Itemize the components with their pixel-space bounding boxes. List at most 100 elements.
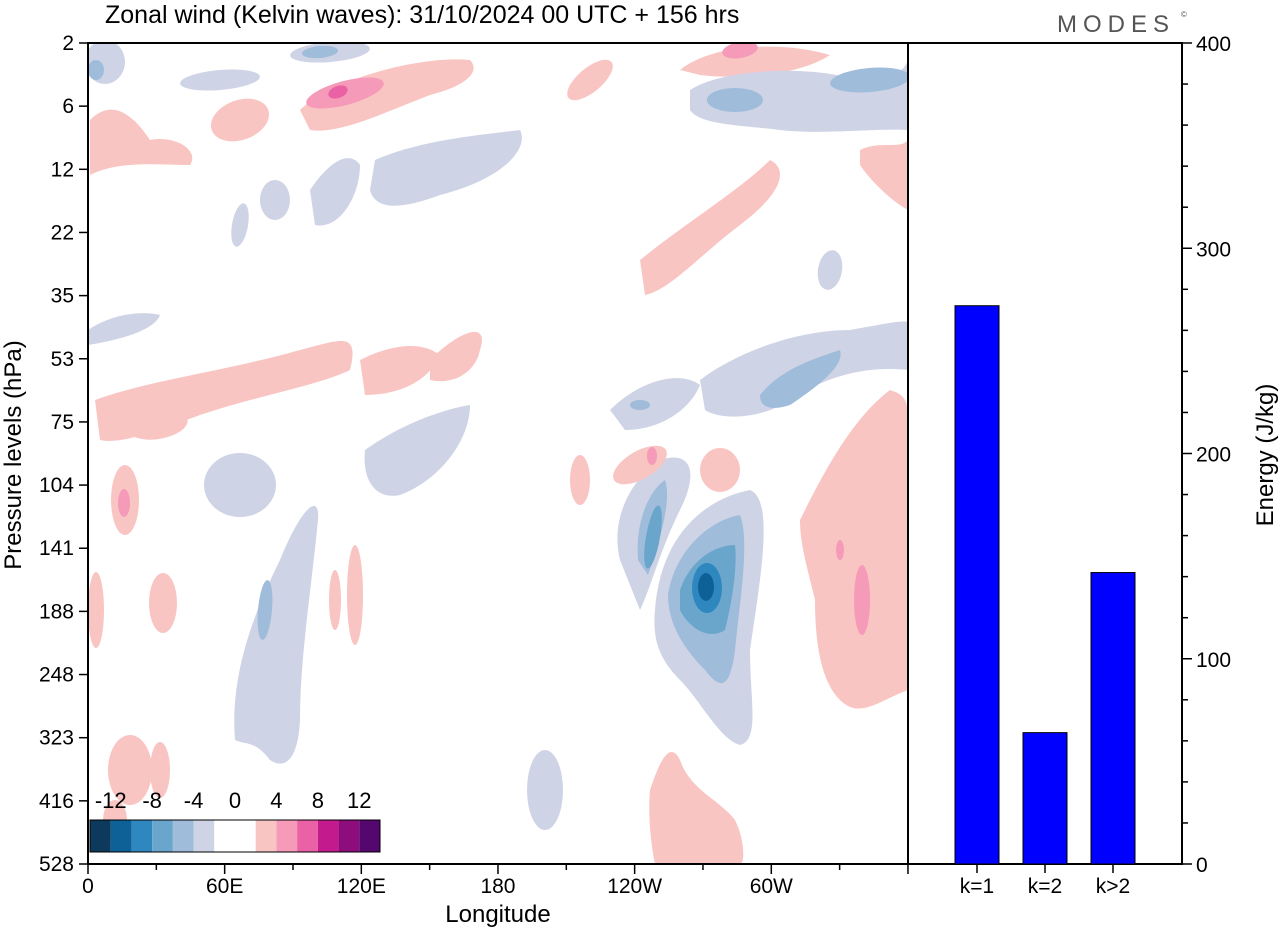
contour-region	[567, 59, 613, 101]
colorbar-cell	[152, 820, 173, 852]
contour-layer	[88, 43, 908, 864]
contour-region	[231, 203, 249, 247]
x-axis: 0 60E 120E 180 120W 60W	[82, 864, 909, 898]
colorbar-cell	[255, 820, 277, 852]
contour-region	[700, 448, 740, 492]
y-tick-label: 75	[51, 411, 74, 434]
x-axis-label: Longitude	[445, 901, 550, 928]
y-tick-label: 188	[39, 600, 74, 623]
colorbar-cell	[359, 820, 380, 852]
colorbar-cell	[172, 820, 194, 852]
energy-tick-label: 300	[1196, 238, 1231, 261]
contour-region	[570, 455, 590, 505]
contour-region	[649, 751, 744, 864]
colorbar-tick-label: 12	[347, 788, 371, 813]
contour-region	[707, 88, 763, 112]
energy-tick-label: 200	[1196, 444, 1231, 467]
contour-region	[257, 580, 273, 640]
contour-region	[310, 158, 360, 226]
colorbar-cell	[276, 820, 298, 852]
contour-region	[817, 250, 843, 290]
energy-axis: 0 100 200 300 400	[1182, 33, 1231, 877]
colorbar-cell	[131, 820, 153, 852]
y-tick-label: 141	[39, 537, 74, 560]
contour-region	[302, 45, 338, 59]
modes-logo: MODES	[1057, 11, 1175, 38]
contour-region	[860, 140, 908, 210]
x-tick-label: 60E	[206, 875, 243, 898]
contour-region	[300, 59, 474, 131]
colorbar-tick-label: 4	[270, 788, 282, 813]
contour-region	[150, 742, 170, 798]
modes-logo-mark: ©	[1181, 10, 1187, 19]
contour-region	[698, 573, 714, 601]
chart-title: Zonal wind (Kelvin waves): 31/10/2024 00…	[105, 1, 739, 29]
colorbar-cell	[338, 820, 360, 852]
wind-heatmap: 0 60E 120E 180 120W 60W 2 6 12 22 35 53 75 104 141 188…	[0, 32, 909, 928]
energy-bar	[1090, 572, 1136, 865]
contour-region	[760, 350, 841, 408]
energy-tick-label: 100	[1196, 649, 1231, 672]
colorbar-cell	[193, 820, 215, 852]
y-tick-label: 2	[62, 32, 74, 55]
bar-category-label: k=1	[960, 875, 994, 898]
contour-region	[800, 390, 908, 709]
contour-region	[128, 410, 188, 440]
colorbar-tick-label: 8	[312, 788, 324, 813]
y-tick-label: 248	[39, 664, 74, 687]
contour-region	[108, 735, 152, 805]
y-tick-label: 104	[39, 474, 74, 497]
contour-region	[347, 545, 363, 645]
contour-region	[260, 180, 290, 220]
colorbar-tick-label: 0	[229, 788, 241, 813]
y-tick-label: 528	[39, 853, 74, 876]
y-tick-label: 35	[51, 285, 74, 308]
contour-region	[690, 60, 908, 132]
y-tick-label: 53	[51, 348, 74, 371]
energy-bar	[1022, 732, 1068, 865]
contour-region	[328, 85, 348, 99]
bar-category-label: k=2	[1028, 875, 1062, 898]
bar-category-label: k>2	[1096, 875, 1130, 898]
contour-region	[364, 405, 470, 496]
y-axis-label: Pressure levels (hPa)	[0, 340, 27, 569]
contour-region	[722, 43, 758, 59]
y-tick-label: 12	[51, 158, 74, 181]
x-tick-label: 60W	[750, 875, 793, 898]
colorbar-frame	[89, 819, 381, 853]
y-tick-label: 323	[39, 727, 74, 750]
energy-tick-label: 400	[1196, 33, 1231, 56]
contour-region	[329, 570, 341, 630]
contour-region	[647, 447, 657, 465]
contour-region	[88, 60, 104, 80]
contour-region	[370, 130, 522, 206]
colorbar-cell	[110, 820, 132, 852]
y-axis: 2 6 12 22 35 53 75 104 141 188 248 323 416 528	[39, 32, 88, 876]
energy-tick-label: 0	[1196, 854, 1208, 877]
colorbar-cell	[90, 820, 111, 852]
x-tick-label: 120W	[607, 875, 662, 898]
contour-region	[234, 505, 319, 764]
contour-region	[210, 98, 270, 142]
colorbar-tick-label: -12	[95, 788, 127, 813]
contour-region	[204, 453, 276, 517]
y-tick-label: 416	[39, 790, 74, 813]
contour-region	[644, 505, 662, 569]
energy-bar	[954, 305, 1000, 865]
contour-region	[640, 160, 780, 295]
contour-region	[527, 750, 563, 830]
contour-region	[360, 345, 440, 395]
colorbar-tick-label: -8	[142, 788, 162, 813]
contour-region	[149, 573, 177, 633]
contour-region	[88, 572, 104, 648]
colorbar-cell	[297, 820, 318, 852]
contour-region	[90, 109, 193, 175]
energy-axis-label: Energy (J/kg)	[1252, 384, 1279, 527]
contour-region	[830, 67, 908, 93]
colorbar-cell	[317, 820, 339, 852]
contour-region	[854, 565, 870, 635]
colorbar-cell	[235, 820, 256, 852]
contour-region	[430, 331, 482, 382]
colorbar-legend: -12 -8 -4 0 4 8 12	[89, 788, 381, 853]
